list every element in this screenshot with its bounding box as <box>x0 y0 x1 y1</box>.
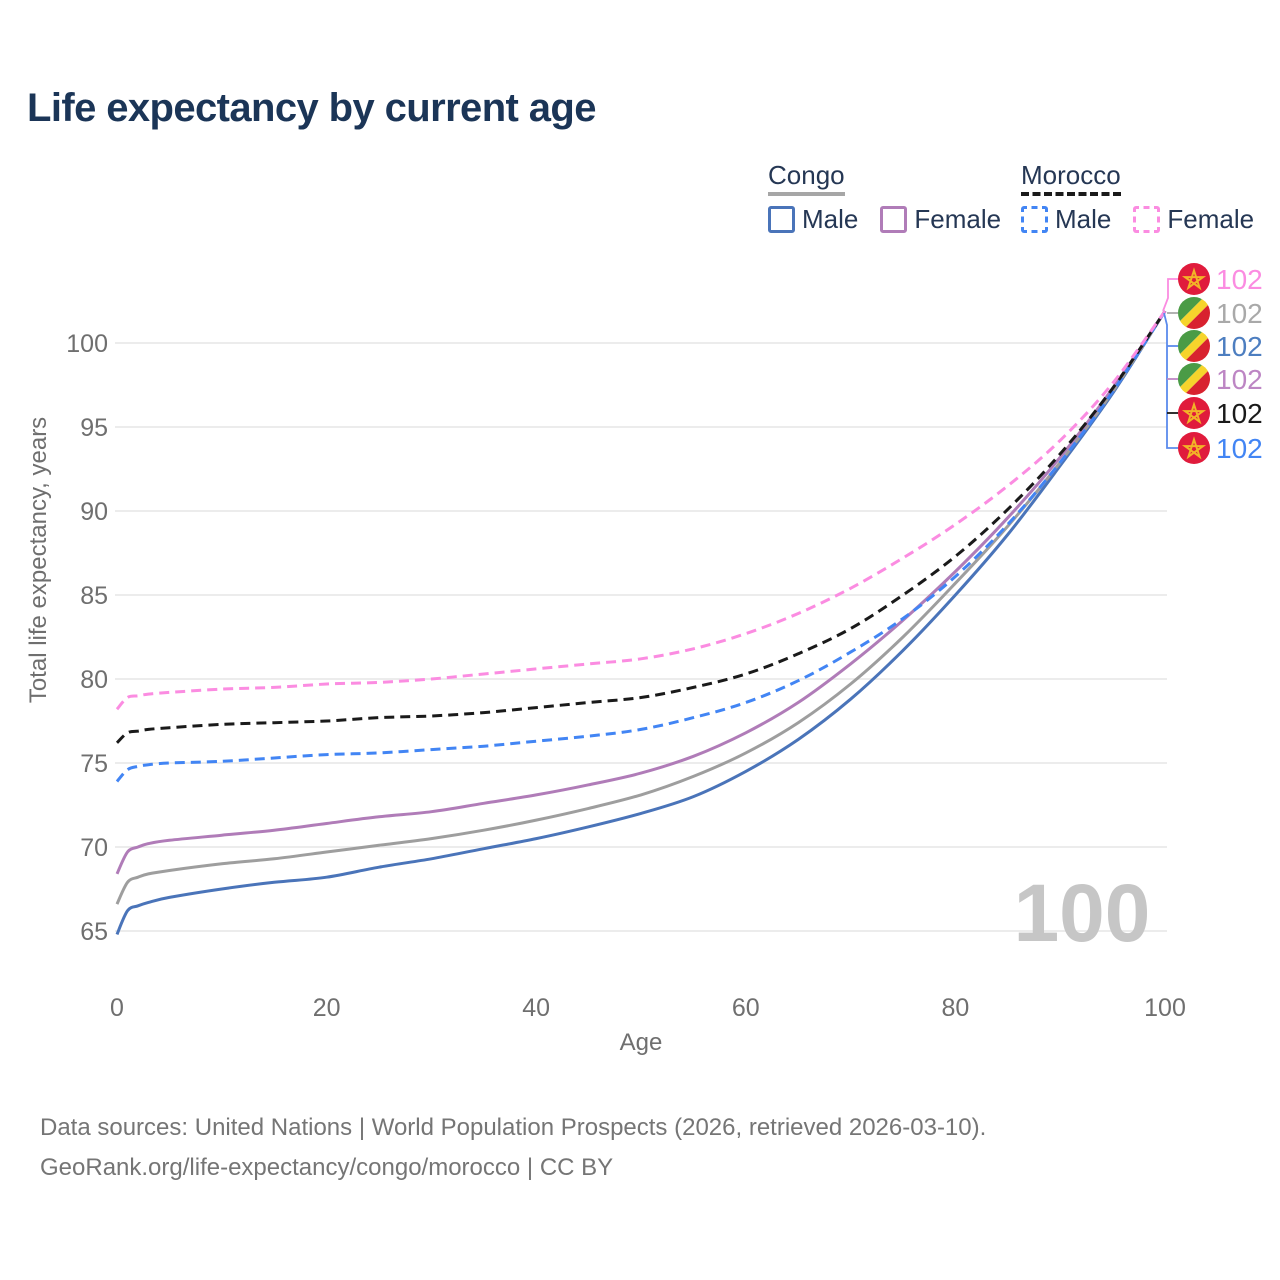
legend-item-label: Male <box>1055 204 1112 234</box>
legend-item-label: Female <box>914 204 1002 234</box>
series-line-congo-male[interactable] <box>115 310 1167 935</box>
y-tick-label: 65 <box>80 918 108 946</box>
end-value-label-morocco-both: 102 <box>1216 398 1263 429</box>
x-tick-label: 80 <box>941 994 969 1022</box>
y-axis-title: Total life expectancy, years <box>25 417 52 703</box>
legend-group-morocco: Morocco Male Female <box>1021 161 1276 235</box>
y-tick-label: 85 <box>80 582 108 610</box>
morocco-flag-icon <box>1178 432 1210 464</box>
y-tick-label: 80 <box>80 666 108 694</box>
end-value-label-congo-male: 102 <box>1216 331 1263 362</box>
page-title: Life expectancy by current age <box>27 86 597 130</box>
series-line-morocco-female[interactable] <box>115 310 1167 711</box>
leader-line-pink <box>1162 278 1178 312</box>
x-axis-title: Age <box>620 1029 663 1056</box>
morocco-male-swatch-icon <box>1021 206 1048 233</box>
legend: Congo Male Female Morocco Male <box>0 161 1280 241</box>
congo-male-swatch-icon <box>768 206 795 233</box>
morocco-flag-icon <box>1178 397 1210 429</box>
x-tick-label: 100 <box>1144 994 1186 1022</box>
legend-item-label: Female <box>1167 204 1255 234</box>
series-line-congo-both[interactable] <box>115 310 1167 905</box>
data-sources-line: Data sources: United Nations | World Pop… <box>40 1114 987 1141</box>
end-value-label-morocco-male: 102 <box>1216 433 1263 464</box>
congo-flag-icon <box>1178 330 1210 362</box>
y-tick-label: 70 <box>80 834 108 862</box>
morocco-female-swatch-icon <box>1133 206 1161 233</box>
congo-female-swatch-icon <box>880 206 908 233</box>
legend-group-congo-name[interactable]: Congo <box>768 161 845 196</box>
x-tick-label: 40 <box>522 994 550 1022</box>
y-tick-label: 75 <box>80 750 108 778</box>
x-tick-label: 0 <box>110 994 124 1022</box>
age-counter-watermark: 100 <box>1014 868 1151 959</box>
legend-group-congo: Congo Male Female <box>768 161 1023 235</box>
end-value-label-morocco-female: 102 <box>1216 264 1263 295</box>
legend-item-morocco-male[interactable]: Male <box>1021 204 1111 235</box>
end-value-label-congo-female: 102 <box>1216 364 1263 395</box>
attribution-line: GeoRank.org/life-expectancy/congo/morocc… <box>40 1154 614 1181</box>
legend-item-label: Male <box>802 204 859 234</box>
series-line-congo-female[interactable] <box>115 310 1167 875</box>
x-tick-label: 20 <box>313 994 341 1022</box>
legend-item-morocco-female[interactable]: Female <box>1133 204 1254 235</box>
y-tick-label: 90 <box>80 498 108 526</box>
x-tick-label: 60 <box>732 994 760 1022</box>
series-line-morocco-male[interactable] <box>115 310 1167 783</box>
y-tick-label: 100 <box>66 330 108 358</box>
congo-flag-icon <box>1178 297 1210 329</box>
series-line-morocco-both[interactable] <box>115 310 1167 744</box>
y-tick-label: 95 <box>80 414 108 442</box>
congo-flag-icon <box>1178 363 1210 395</box>
legend-item-congo-female[interactable]: Female <box>880 204 1001 235</box>
legend-group-morocco-name[interactable]: Morocco <box>1021 161 1121 196</box>
legend-item-congo-male[interactable]: Male <box>768 204 858 235</box>
leader-line-blue <box>1163 312 1178 449</box>
morocco-flag-icon <box>1178 263 1210 295</box>
chart-footer: Data sources: United Nations | World Pop… <box>40 1108 986 1188</box>
end-value-label-congo-both: 102 <box>1216 298 1263 329</box>
